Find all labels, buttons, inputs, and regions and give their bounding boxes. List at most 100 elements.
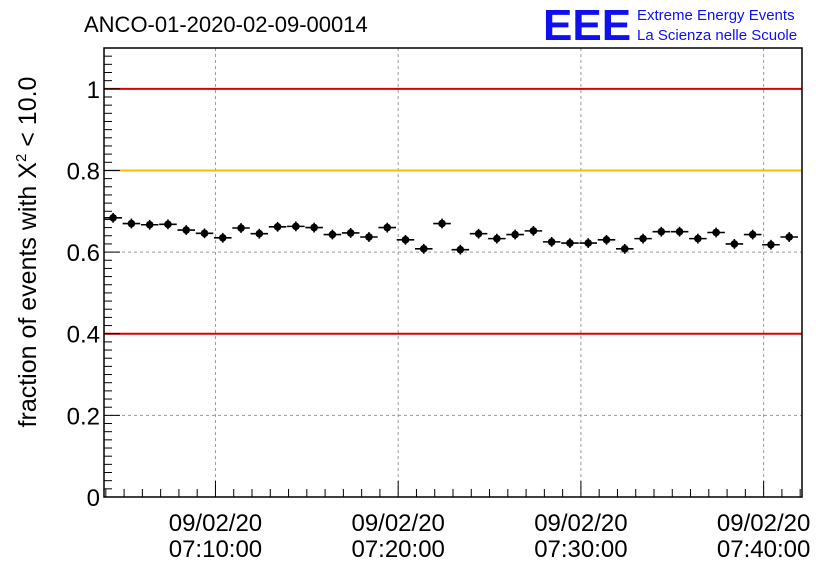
x-tick-label-date: 09/02/20 bbox=[169, 510, 262, 537]
data-point bbox=[597, 234, 616, 245]
data-point bbox=[378, 222, 396, 233]
data-point bbox=[122, 218, 141, 229]
data-marker bbox=[529, 227, 538, 235]
data-marker bbox=[310, 223, 318, 232]
data-marker bbox=[547, 238, 556, 246]
data-point bbox=[634, 233, 652, 244]
plot-frame bbox=[103, 47, 803, 498]
data-point bbox=[287, 221, 305, 232]
data-marker bbox=[474, 229, 483, 238]
data-marker bbox=[237, 224, 245, 232]
data-point bbox=[341, 228, 360, 238]
data-point bbox=[542, 236, 561, 247]
data-point bbox=[579, 238, 597, 249]
data-marker bbox=[200, 229, 209, 238]
data-point bbox=[451, 244, 470, 255]
eee-logo-mark: EEE bbox=[543, 1, 631, 50]
data-point bbox=[725, 239, 744, 249]
data-point bbox=[396, 234, 415, 245]
data-point bbox=[104, 212, 122, 223]
data-marker bbox=[365, 233, 373, 241]
data-marker bbox=[748, 230, 757, 239]
data-point bbox=[762, 239, 780, 250]
data-marker bbox=[620, 245, 629, 253]
data-marker bbox=[346, 229, 355, 237]
data-marker bbox=[255, 229, 264, 238]
x-tick-label-time: 07:10:00 bbox=[169, 536, 262, 563]
data-point bbox=[780, 232, 798, 242]
data-point bbox=[360, 232, 378, 242]
axes: 00.20.40.60.8109/02/2007:10:0009/02/2007… bbox=[67, 47, 810, 563]
data-marker bbox=[566, 239, 574, 247]
chart-title: ANCO-01-2020-02-09-00014 bbox=[84, 12, 368, 37]
data-point bbox=[195, 228, 214, 239]
data-marker bbox=[493, 234, 501, 243]
data-point bbox=[469, 228, 488, 239]
eee-logo: EEE Extreme Energy Events La Scienza nel… bbox=[543, 1, 797, 50]
data-marker bbox=[109, 214, 117, 222]
x-tick-label-time: 07:20:00 bbox=[351, 536, 444, 563]
y-tick-label: 0.8 bbox=[67, 158, 100, 185]
y-tick-label: 1 bbox=[87, 77, 100, 104]
data-point bbox=[743, 229, 762, 240]
y-tick-label: 0 bbox=[87, 485, 100, 512]
threshold-lines bbox=[104, 87, 802, 335]
data-point bbox=[707, 227, 725, 238]
data-point bbox=[670, 226, 689, 237]
y-tick-label: 0.6 bbox=[67, 240, 100, 267]
data-marker bbox=[438, 219, 446, 228]
eee-logo-line2: La Scienza nelle Scuole bbox=[637, 27, 797, 44]
y-axis-label-prefix: fraction of events with bbox=[14, 179, 42, 428]
data-point bbox=[561, 238, 579, 249]
data-points bbox=[104, 212, 798, 255]
x-tick-label-time: 07:40:00 bbox=[717, 536, 810, 563]
data-marker bbox=[218, 234, 227, 242]
data-point bbox=[177, 225, 195, 235]
grid-lines bbox=[104, 48, 802, 497]
eee-logo-line1: Extreme Energy Events bbox=[637, 7, 795, 24]
data-marker bbox=[419, 245, 428, 253]
y-axis-label: fraction of events with X2 < 10.0 bbox=[13, 77, 42, 428]
data-marker bbox=[292, 222, 300, 231]
x-tick-label-date: 09/02/20 bbox=[534, 510, 627, 537]
data-marker bbox=[730, 240, 739, 248]
data-point bbox=[250, 228, 269, 239]
data-point bbox=[652, 226, 671, 237]
data-point bbox=[323, 229, 342, 240]
y-axis-label-superscript: 2 bbox=[13, 154, 30, 162]
data-point bbox=[268, 221, 287, 232]
data-point bbox=[159, 219, 177, 230]
data-point bbox=[488, 233, 506, 244]
data-point bbox=[506, 229, 524, 240]
data-point bbox=[524, 225, 543, 236]
data-marker bbox=[584, 239, 593, 247]
x-tick-label-date: 09/02/20 bbox=[717, 510, 810, 537]
data-marker bbox=[328, 230, 337, 239]
data-marker bbox=[145, 220, 154, 229]
data-marker bbox=[182, 226, 191, 234]
data-point bbox=[140, 219, 159, 230]
data-marker bbox=[785, 233, 794, 241]
data-marker bbox=[127, 219, 136, 228]
data-marker bbox=[602, 236, 611, 244]
data-marker bbox=[657, 227, 666, 236]
data-marker bbox=[639, 234, 647, 243]
data-marker bbox=[694, 234, 702, 243]
data-point bbox=[305, 222, 323, 233]
x-tick-label-time: 07:30:00 bbox=[534, 536, 627, 563]
y-tick-label: 0.2 bbox=[67, 403, 100, 430]
data-point bbox=[213, 232, 232, 243]
data-marker bbox=[273, 222, 282, 231]
data-marker bbox=[456, 245, 465, 254]
x-tick-label-date: 09/02/20 bbox=[351, 510, 444, 537]
data-marker bbox=[164, 220, 172, 229]
data-marker bbox=[675, 227, 684, 236]
data-marker bbox=[511, 230, 519, 239]
data-marker bbox=[401, 236, 410, 244]
y-tick-label: 0.4 bbox=[67, 322, 100, 349]
data-point bbox=[433, 218, 451, 229]
data-point bbox=[414, 243, 433, 254]
